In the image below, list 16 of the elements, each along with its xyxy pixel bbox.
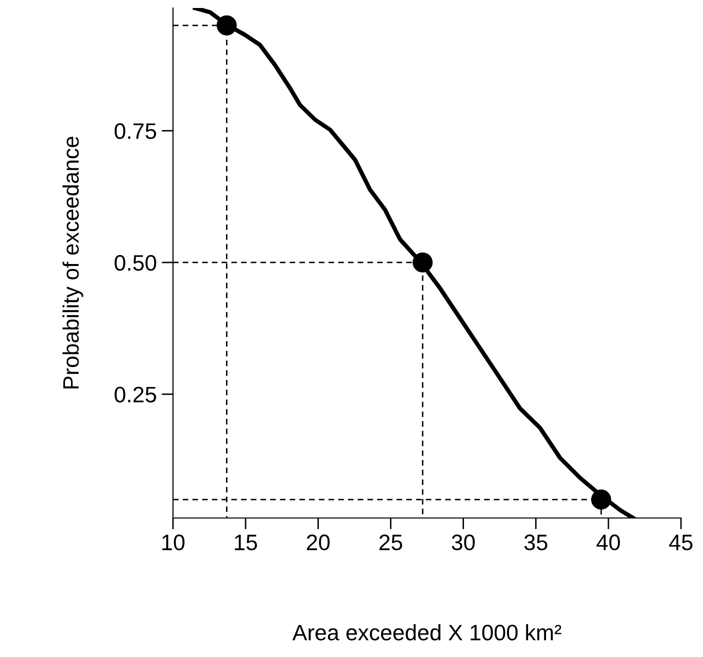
- x-tick-label: 20: [306, 534, 330, 550]
- y-tick-label: 0.75: [114, 123, 156, 140]
- point: [412, 252, 433, 272]
- y-tick-label: 0.50: [114, 255, 156, 271]
- x-tick-label: 35: [524, 534, 548, 550]
- x-tick-label: 10: [162, 534, 184, 550]
- x-tick-label: 25: [379, 534, 402, 550]
- x-tick-label: 40: [596, 534, 620, 550]
- y-axis-title: Probability of exceedance: [62, 136, 84, 388]
- y-tick-label: 0.25: [114, 386, 156, 402]
- point: [216, 15, 237, 36]
- x-axis-title: Area exceeded X 1000 km²: [292, 624, 562, 640]
- point: [591, 490, 612, 510]
- x-tick-label: 45: [669, 534, 692, 550]
- x-tick-label: 15: [234, 534, 257, 550]
- x-tick-label: 30: [452, 534, 475, 550]
